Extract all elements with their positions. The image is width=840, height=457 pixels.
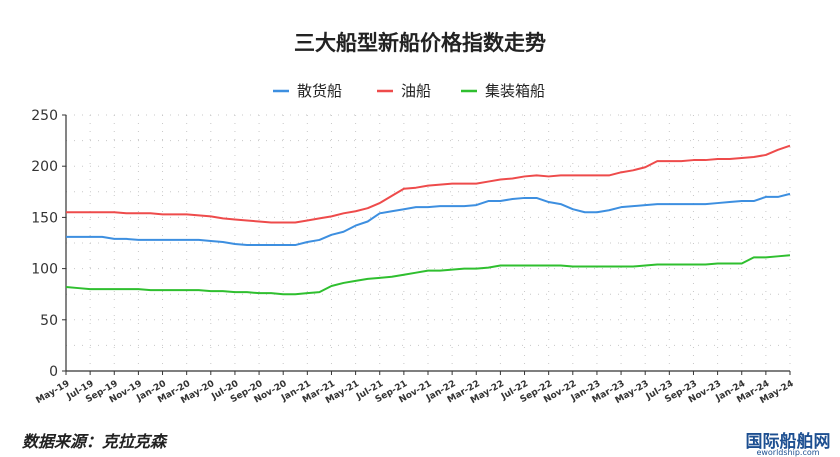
source-text: 数据来源：克拉克森 [22, 432, 168, 451]
series-line-2 [65, 254, 791, 296]
legend-label-0: 散货船 [297, 82, 342, 100]
y-tick-label: 100 [31, 262, 58, 278]
legend-label-1: 油船 [401, 82, 431, 100]
y-tick-labels: 0 50 100 150 200 250 [31, 108, 58, 380]
y-tick-label: 200 [31, 159, 58, 175]
series-line-1 [66, 144, 791, 224]
legend-label-2: 集装箱船 [485, 82, 545, 100]
series-lines [65, 144, 791, 296]
chart-title: 三大船型新船价格指数走势 [294, 31, 546, 55]
y-tick-label: 0 [49, 364, 58, 380]
grid [65, 114, 791, 371]
x-tick-labels: May-19Jul-19Sep-19Nov-19Jan-20Mar-20May-… [35, 379, 796, 406]
legend: 散货船 油船 集装箱船 [273, 82, 545, 100]
watermark-url: eworldship.com [756, 448, 819, 457]
watermark-name: 国际船舶网 [746, 431, 831, 452]
watermark-logo: 国际船舶网 eworldship.com [746, 431, 831, 457]
series-line-0 [66, 192, 791, 247]
y-tick-label: 150 [31, 210, 58, 226]
y-tick-label: 250 [31, 108, 58, 124]
y-tick-label: 50 [40, 313, 58, 329]
axes [62, 114, 791, 375]
